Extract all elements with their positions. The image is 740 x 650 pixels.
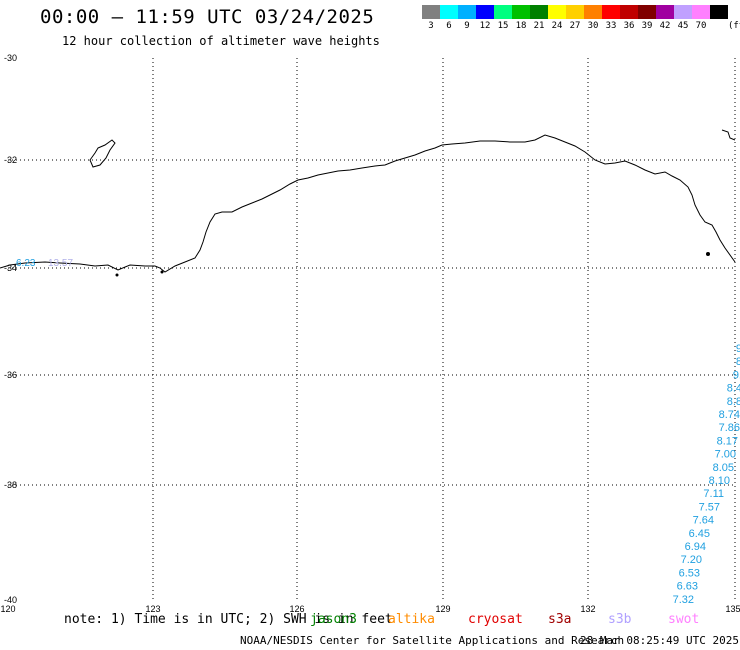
swh-reading: 7.57 <box>699 501 720 513</box>
lat-label: -34 <box>4 263 17 273</box>
lon-label: 123 <box>145 604 160 614</box>
scale-label: 21 <box>533 21 545 31</box>
coastline-island-west <box>89 139 116 168</box>
scale-swatch <box>458 5 476 19</box>
scale-swatch <box>566 5 584 19</box>
scale-swatch <box>710 5 728 19</box>
footer-source: NOAA/NESDIS Center for Satellite Applica… <box>240 634 625 647</box>
scale-swatch <box>530 5 548 19</box>
scale-swatch <box>512 5 530 19</box>
scale-label: 33 <box>605 21 617 31</box>
scale-swatch <box>656 5 674 19</box>
scale-swatch <box>440 5 458 19</box>
swh-reading: 6.45 <box>689 528 710 540</box>
scale-swatch <box>674 5 692 19</box>
swh-reading: 6.23 <box>16 258 36 269</box>
lat-label: -38 <box>4 480 17 490</box>
color-scale-unit: (ft) <box>728 21 740 31</box>
scale-label: 12 <box>479 21 491 31</box>
scale-label: 39 <box>641 21 653 31</box>
page-subtitle: 12 hour collection of altimeter wave hei… <box>62 34 380 48</box>
scale-label: 36 <box>623 21 635 31</box>
lon-label: 135 <box>725 604 740 614</box>
lat-label: -30 <box>4 53 17 63</box>
coastline-islet <box>160 270 164 274</box>
scale-label: 70 <box>695 21 707 31</box>
page-title: 00:00 — 11:59 UTC 03/24/2025 <box>40 6 375 28</box>
scale-swatch <box>584 5 602 19</box>
color-scale-labels: 3 6 9 12 15 18 21 24 27 30 33 36 39 42 45 70 <box>422 21 728 31</box>
footer-timestamp: 28 Mar 08:25:49 UTC 2025 <box>580 634 739 647</box>
scale-label: 24 <box>551 21 563 31</box>
swh-reading: 7.00 <box>715 449 736 461</box>
satellite-jason3: jason3 <box>310 612 357 627</box>
scale-swatch <box>422 5 440 19</box>
satellite-cryosat: cryosat <box>468 612 523 627</box>
scale-swatch <box>692 5 710 19</box>
satellite-altika: altika <box>388 612 435 627</box>
scale-label: 45 <box>677 21 689 31</box>
scale-swatch <box>476 5 494 19</box>
scale-label: 15 <box>497 21 509 31</box>
swh-reading: 8.10 <box>709 475 730 487</box>
swh-reading: 8.17 <box>717 435 738 447</box>
coastline-islet <box>115 273 119 277</box>
scale-label: 3 <box>428 21 434 31</box>
lon-label: 132 <box>580 604 595 614</box>
scale-label: 30 <box>587 21 599 31</box>
swh-reading: 8.4 <box>727 383 740 395</box>
swh-reading: 8 <box>736 356 740 368</box>
swh-reading: 6.94 <box>685 541 706 553</box>
satellite-s3b: s3b <box>608 612 632 627</box>
scale-label: 18 <box>515 21 527 31</box>
swh-reading: 13.57 <box>48 258 73 269</box>
satellite-swot: swot <box>668 612 700 627</box>
coastline-islet <box>706 252 710 256</box>
coastline-island-east <box>721 129 736 141</box>
color-scale <box>422 5 728 19</box>
swh-reading: 7.86 <box>719 422 740 434</box>
lon-label: 126 <box>289 604 304 614</box>
swh-reading: 7.11 <box>703 488 724 500</box>
swh-reading: 8.05 <box>713 462 734 474</box>
swh-reading: 8.74 <box>719 409 740 421</box>
coastline-australia-south <box>0 134 736 273</box>
lon-label: 129 <box>435 604 450 614</box>
swh-reading: 6.53 <box>679 567 700 579</box>
scale-label: 42 <box>659 21 671 31</box>
lat-label: -32 <box>4 155 17 165</box>
scale-swatch <box>638 5 656 19</box>
scale-swatch <box>602 5 620 19</box>
scale-swatch <box>494 5 512 19</box>
swh-reading: 7.64 <box>693 515 714 527</box>
swh-reading: 9. <box>733 369 740 381</box>
grid <box>8 58 736 600</box>
scale-swatch <box>548 5 566 19</box>
swh-reading: 6.63 <box>677 581 698 593</box>
swh-reading: 9 <box>736 343 740 355</box>
footer-note: note: 1) Time is in UTC; 2) SWH is in fe… <box>64 612 393 627</box>
scale-label: 6 <box>446 21 452 31</box>
lat-label: -36 <box>4 370 17 380</box>
swh-reading: 7.32 <box>673 594 694 606</box>
scale-swatch <box>620 5 638 19</box>
scale-label: 27 <box>569 21 581 31</box>
lon-label: 120 <box>0 604 15 614</box>
swh-reading: 7.20 <box>681 554 702 566</box>
swh-reading: 8.8 <box>727 396 740 408</box>
lat-label: -40 <box>4 595 17 605</box>
scale-label: 9 <box>464 21 470 31</box>
satellite-s3a: s3a <box>548 612 572 627</box>
